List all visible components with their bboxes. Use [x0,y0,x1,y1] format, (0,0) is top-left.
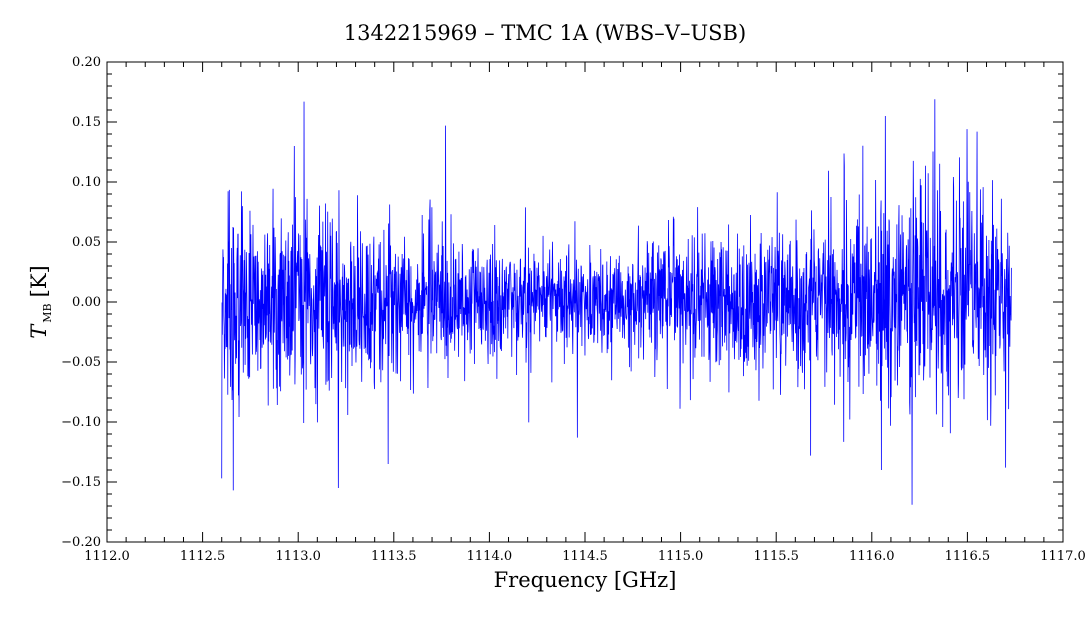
y-axis-label: TMB [K] [27,265,54,338]
y-axis-label-symbol: T [27,323,51,339]
x-tick-label: 1112.5 [180,549,226,564]
chart-title: 1342215969 – TMC 1A (WBS–V–USB) [344,21,746,45]
x-axis-tick-labels: 1112.0 1112.5 1113.0 1113.5 1114.0 1114.5 1115… [84,549,1086,564]
x-tick-label: 1115.5 [753,549,799,564]
x-tick-label: 1113.0 [275,549,321,564]
y-tick-label: 0.15 [72,115,101,130]
series-line-tmb [221,99,1012,505]
y-tick-label: 0.00 [72,295,101,310]
y-axis-ticks [107,61,1063,543]
y-tick-label: −0.05 [61,355,101,370]
y-tick-label: 0.20 [72,55,101,70]
x-tick-label: 1112.0 [84,549,130,564]
x-axis-label: Frequency [GHz] [494,568,677,592]
x-tick-label: 1114.0 [467,549,513,564]
y-tick-label: 0.10 [72,175,101,190]
x-tick-label: 1114.5 [562,549,608,564]
y-tick-label: −0.10 [61,415,101,430]
x-axis-ticks [106,62,1064,542]
y-tick-label: −0.20 [61,535,101,550]
x-tick-label: 1113.5 [371,549,417,564]
y-axis-tick-labels: −0.20 −0.15 −0.10 −0.05 0.00 0.05 0.10 0.15 0.20 [61,55,101,550]
y-tick-label: 0.05 [72,235,101,250]
y-tick-label: −0.15 [61,475,101,490]
y-axis-label-unit: [K] [27,265,51,297]
x-tick-label: 1116.0 [849,549,895,564]
y-axis-label-subscript: MB [41,303,54,322]
x-tick-label: 1115.0 [658,549,704,564]
x-tick-label: 1116.5 [945,549,991,564]
x-tick-label: 1117.0 [1040,549,1086,564]
